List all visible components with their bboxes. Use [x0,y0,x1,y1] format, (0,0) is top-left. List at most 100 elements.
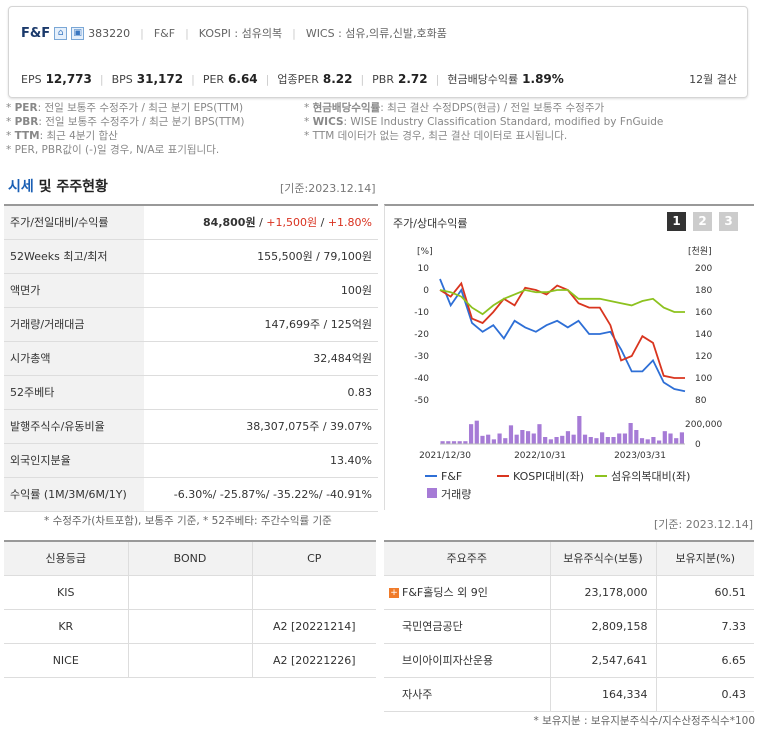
column-header: CP [252,541,376,576]
holder-link[interactable]: F&F홀딩스 외 9인 [402,586,488,599]
company-header: F&F ⌂ ▣ 383220 | F&F | KOSPI : 섬유의복 | WI… [8,6,748,98]
series-line [439,281,685,379]
row-value: 84,800원 / +1,500원 / +1.80% [144,205,378,240]
holder-name: 국민연금공단 [384,609,551,644]
volume-bar [508,425,514,444]
holder-shares: 164,334 [550,677,657,712]
metric-label: BPS [111,73,133,86]
divider: | [360,73,365,86]
bond-cell [128,575,253,610]
y-tick-label: -40 [414,374,429,384]
table-row: 거래량/거래대금 147,699주 / 125억원 [4,307,378,342]
holder-pct: 60.51 [656,575,754,610]
row-label: 주가/전일대비/수익률 [4,205,144,240]
settlement-month: 12월 결산 [689,73,737,86]
volume-bar [503,438,508,444]
bond-cell [128,609,253,644]
metric-value: 12,773 [45,72,92,86]
volume-bar [543,437,548,444]
volume-bar [520,430,525,444]
table-row: 52Weeks 최고/최저 155,500원 / 79,100원 [4,239,378,274]
volume-bar [486,434,491,444]
row-label: 외국인지분율 [4,443,144,478]
wics-info: WICS : 섬유,의류,신발,호화품 [305,27,447,40]
table-row: + F&F홀딩스 외 9인 23,178,000 60.51 [384,575,754,610]
volume-tick-label: 200,000 [685,420,722,430]
table-row: 52주베타 0.83 [4,375,378,410]
volume-bar [451,441,457,444]
holder-name: + F&F홀딩스 외 9인 [384,575,551,610]
volume-bar [565,431,571,444]
volume-tick-label: 0 [695,440,701,450]
volume-bar [611,437,616,444]
company-title-row: F&F ⌂ ▣ 383220 | F&F | KOSPI : 섬유의복 | WI… [21,25,447,41]
table-row: 주가/전일대비/수익률 84,800원 / +1,500원 / +1.80% [4,205,378,240]
note-line: * PBR: 전일 보통주 수정주가 / 최근 분기 BPS(TTM) [6,116,245,128]
volume-bar [628,423,633,444]
cp-cell [252,575,376,610]
metric-value: 6.64 [228,72,258,86]
holder-shares: 23,178,000 [550,575,657,610]
note-line: * WICS: WISE Industry Classification Sta… [304,116,664,128]
table-row: 외국인지분율 13.40% [4,443,378,478]
home-icon[interactable]: ⌂ [54,26,68,40]
metric-value: 31,172 [136,72,184,86]
y-tick-label: -10 [414,308,429,318]
holders-note: * 보유지분 : 보유지분주식수/지수산정주식수*100 [533,715,755,727]
x-tick-label: 2022/10/31 [514,451,566,461]
chart-tab-1[interactable]: 1 [667,212,686,231]
x-tick-label: 2023/03/31 [614,451,666,461]
column-header: BOND [128,541,253,576]
base-date: [기준:2023.12.14] [280,182,376,195]
left-unit-label: [%] [417,247,433,257]
row-label: 거래량/거래대금 [4,307,144,342]
share-icon[interactable]: ▣ [71,26,85,40]
x-tick-label: 2021/12/30 [419,451,471,461]
volume-bar [491,439,496,444]
row-value: 0.83 [144,375,378,410]
row-value: 147,699주 / 125억원 [144,307,378,342]
cp-cell: A2 [20221226] [252,643,376,678]
volume-bar [662,431,667,444]
chart-tab-3[interactable]: 3 [719,212,738,231]
holder-pct: 7.33 [656,609,754,644]
volume-bar [474,420,479,444]
column-header: 보유지분(%) [656,541,754,576]
stock-code: 383220 [88,26,131,40]
y2-tick-label: 160 [695,308,712,318]
note-line: * TTM: 최근 4분기 합산 [6,130,118,142]
y-tick-label: -20 [414,330,429,340]
y-tick-label: 0 [423,286,429,296]
volume-bar [622,433,628,444]
chart-tab-2[interactable]: 2 [693,212,712,231]
table-row: KR A2 [20221214] [4,609,376,644]
y2-tick-label: 140 [695,330,712,340]
row-label: 수익률 (1M/3M/6M/1Y) [4,477,144,512]
volume-bar [571,434,576,444]
volume-bar [645,439,650,444]
legend-label: 섬유의복대비(좌) [611,470,690,483]
holder-name: 브이아이피자산운용 [384,643,551,678]
bond-cell [128,643,253,678]
metric-label: PBR [372,73,394,86]
volume-bar [514,434,519,444]
credit-rating-table: 신용등급 BOND CP KIS KR A2 [20221214] NICE A2 … [4,540,376,678]
column-header: 신용등급 [4,541,129,576]
cp-cell: A2 [20221214] [252,609,376,644]
metric-value: 2.72 [398,72,428,86]
expand-icon[interactable]: + [389,587,399,598]
volume-bar [531,433,536,444]
volume-bar [446,441,451,444]
company-name: F&F [21,25,51,41]
metric-label: PER [202,73,225,86]
divider: | [185,26,189,40]
divider: | [140,26,144,40]
metric-label: EPS [21,73,42,86]
table-row: KIS [4,575,376,610]
holder-pct: 6.65 [656,643,754,678]
y2-tick-label: 120 [695,352,712,362]
volume-bar [560,435,565,444]
volume-bar [674,438,679,444]
volume-bar [588,437,593,444]
y2-tick-label: 180 [695,286,712,296]
